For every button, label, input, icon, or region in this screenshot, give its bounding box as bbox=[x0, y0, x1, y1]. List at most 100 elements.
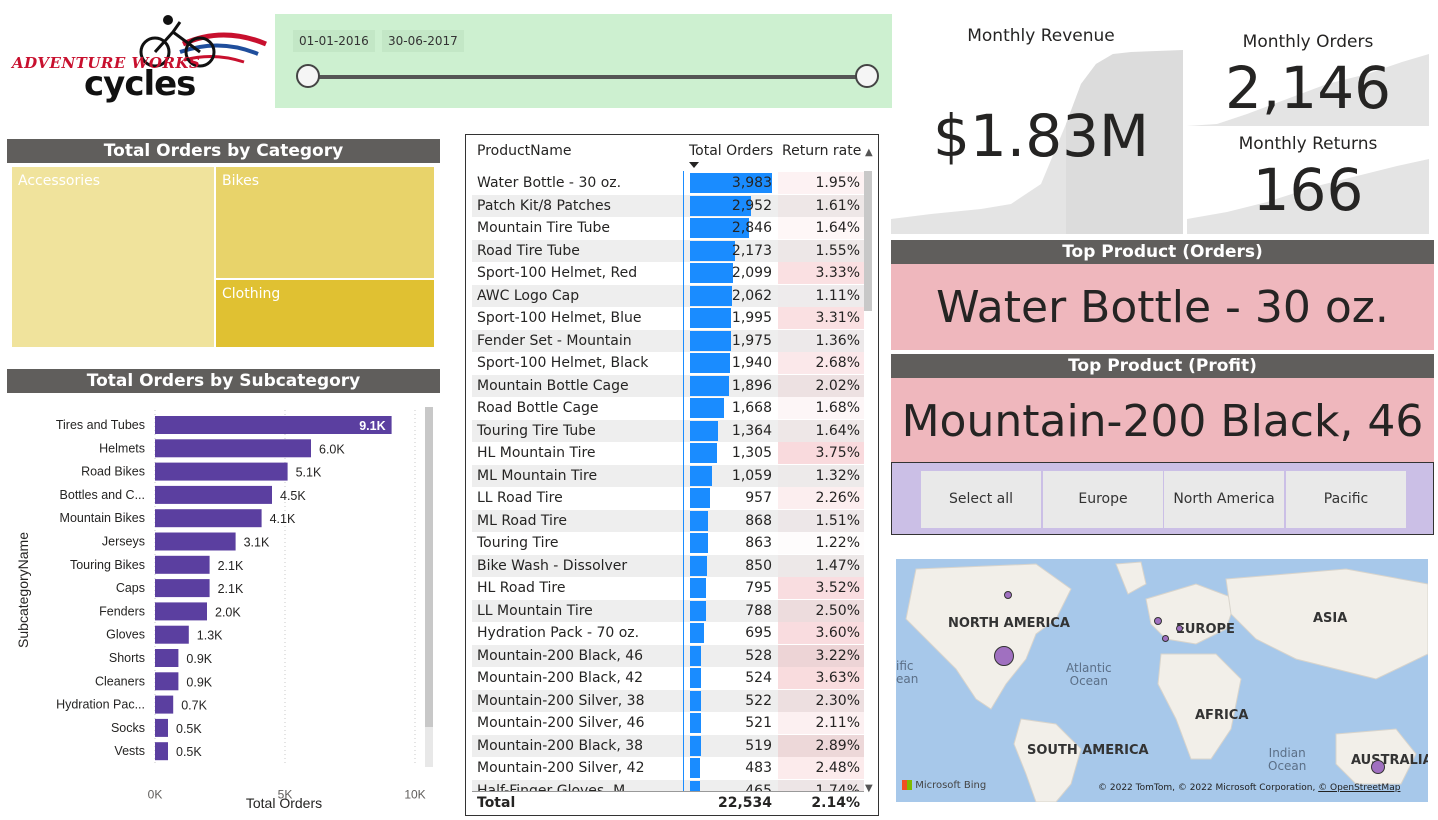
product-name-cell: Bike Wash - Dissolver bbox=[477, 557, 628, 574]
column-header-return-rate[interactable]: Return rate bbox=[782, 143, 862, 159]
subcategory-bar[interactable] bbox=[155, 485, 272, 504]
table-row[interactable]: Sport-100 Helmet, Blue 1,995 3.31% bbox=[472, 307, 864, 330]
region-button-pacific[interactable]: Pacific bbox=[1286, 471, 1406, 528]
table-row[interactable]: Sport-100 Helmet, Black 1,940 2.68% bbox=[472, 352, 864, 375]
column-header-total-orders[interactable]: Total Orders bbox=[689, 143, 774, 159]
orders-cell: 3,983 bbox=[731, 175, 772, 191]
openstreetmap-link[interactable]: © OpenStreetMap bbox=[1318, 783, 1401, 793]
bar-data-label: 0.5K bbox=[176, 745, 202, 759]
orders-databar bbox=[690, 780, 700, 801]
bar-data-label: 0.7K bbox=[181, 699, 207, 713]
start-date-input[interactable]: 01-01-2016 bbox=[293, 30, 375, 52]
table-row[interactable]: LL Mountain Tire 788 2.50% bbox=[472, 599, 864, 622]
map-bubble-canada[interactable] bbox=[1004, 591, 1012, 599]
table-row[interactable]: Touring Tire Tube 1,364 1.64% bbox=[472, 419, 864, 442]
table-row[interactable]: Mountain-200 Silver, 46 521 2.11% bbox=[472, 712, 864, 735]
table-row[interactable]: Mountain-200 Black, 42 524 3.63% bbox=[472, 667, 864, 690]
category-label: Cleaners bbox=[95, 674, 145, 688]
subcategory-bar[interactable] bbox=[155, 742, 168, 761]
return-rate-cell: 1.61% bbox=[778, 194, 864, 217]
table-row[interactable]: Fender Set - Mountain 1,975 1.36% bbox=[472, 329, 864, 352]
map-bubble-usa[interactable] bbox=[994, 646, 1014, 666]
map-bubble-uk[interactable] bbox=[1154, 617, 1162, 625]
return-rate-cell: 1.55% bbox=[778, 239, 864, 262]
table-row[interactable]: Sport-100 Helmet, Red 2,099 3.33% bbox=[472, 262, 864, 285]
table-row[interactable]: ML Mountain Tire 1,059 1.32% bbox=[472, 464, 864, 487]
bing-text: Microsoft Bing bbox=[915, 780, 987, 791]
product-name-cell: Touring Tire bbox=[477, 535, 559, 551]
orders-cell: 1,668 bbox=[731, 400, 772, 416]
table-row[interactable]: Road Bottle Cage 1,668 1.68% bbox=[472, 397, 864, 420]
orders-value: 2,146 bbox=[1224, 54, 1392, 122]
table-row[interactable]: Touring Tire 863 1.22% bbox=[472, 532, 864, 555]
map-bubble-australia[interactable] bbox=[1371, 760, 1385, 774]
region-button-europe[interactable]: Europe bbox=[1043, 471, 1163, 528]
table-row[interactable]: Hydration Pack - 70 oz. 695 3.60% bbox=[472, 622, 864, 645]
date-slider-end-handle[interactable] bbox=[855, 64, 879, 88]
orders-databar bbox=[690, 713, 701, 733]
table-row[interactable]: ML Road Tire 868 1.51% bbox=[472, 509, 864, 532]
column-header-productname[interactable]: ProductName bbox=[477, 143, 572, 159]
date-slider-start-handle[interactable] bbox=[296, 64, 320, 88]
subcategory-bar[interactable] bbox=[155, 439, 311, 458]
orders-cell: 957 bbox=[745, 490, 772, 506]
subcategory-bar[interactable] bbox=[155, 579, 210, 598]
table-row[interactable]: Water Bottle - 30 oz. 3,983 1.95% bbox=[472, 172, 864, 195]
kpi-revenue-card: Monthly Revenue $1.83M bbox=[891, 14, 1183, 234]
subcategory-bar[interactable] bbox=[155, 625, 189, 644]
table-row[interactable]: LL Road Tire 957 2.26% bbox=[472, 487, 864, 510]
world-land-shapes bbox=[905, 561, 1428, 802]
table-row[interactable]: Mountain-200 Black, 46 528 3.22% bbox=[472, 644, 864, 667]
category-label: Shorts bbox=[109, 651, 145, 665]
subcategory-bar[interactable] bbox=[155, 555, 210, 574]
table-row[interactable]: Patch Kit/8 Patches 2,952 1.61% bbox=[472, 194, 864, 217]
product-name-cell: HL Road Tire bbox=[477, 580, 566, 596]
subcategory-bar[interactable] bbox=[155, 718, 168, 737]
table-row[interactable]: HL Mountain Tire 1,305 3.75% bbox=[472, 442, 864, 465]
map-label-indian-ocean: Indian Ocean bbox=[1268, 746, 1307, 773]
product-table: ProductName Total Orders Return rate ▲ W… bbox=[465, 134, 879, 816]
subcategory-bar[interactable] bbox=[155, 695, 174, 714]
table-row[interactable]: Bike Wash - Dissolver 850 1.47% bbox=[472, 554, 864, 577]
subcategory-bar[interactable] bbox=[155, 462, 288, 481]
treemap-tile-accessories[interactable]: Accessories bbox=[12, 167, 214, 347]
map-bubble-germany[interactable] bbox=[1176, 625, 1183, 632]
subcategory-bar[interactable] bbox=[155, 672, 179, 691]
scroll-up-icon[interactable]: ▲ bbox=[865, 147, 873, 158]
table-row[interactable]: AWC Logo Cap 2,062 1.11% bbox=[472, 284, 864, 307]
bar-data-label: 5.1K bbox=[296, 466, 322, 480]
map-bubble-france[interactable] bbox=[1162, 635, 1169, 642]
date-slider-track[interactable] bbox=[307, 75, 867, 79]
table-row[interactable]: Mountain Tire Tube 2,846 1.64% bbox=[472, 217, 864, 240]
region-button-select-all[interactable]: Select all bbox=[921, 471, 1041, 528]
orders-databar bbox=[690, 600, 707, 621]
table-row[interactable]: HL Road Tire 795 3.52% bbox=[472, 577, 864, 600]
return-rate-cell: 2.11% bbox=[778, 712, 864, 734]
table-row[interactable]: Mountain-200 Black, 38 519 2.89% bbox=[472, 734, 864, 757]
subcategory-bar[interactable] bbox=[155, 649, 179, 667]
subcategory-bar[interactable] bbox=[155, 532, 236, 551]
region-button-north-america[interactable]: North America bbox=[1164, 471, 1284, 528]
table-row[interactable]: Mountain-200 Silver, 42 483 2.48% bbox=[472, 757, 864, 780]
end-date-input[interactable]: 30-06-2017 bbox=[382, 30, 464, 52]
orders-databar bbox=[690, 263, 734, 283]
product-name-cell: LL Road Tire bbox=[477, 490, 563, 506]
bar-data-label: 6.0K bbox=[319, 442, 345, 456]
treemap-tile-clothing[interactable]: Clothing bbox=[216, 280, 434, 347]
table-row[interactable]: Road Tire Tube 2,173 1.55% bbox=[472, 239, 864, 262]
orders-map[interactable]: NORTH AMERICA EUROPE ASIA AFRICA SOUTH A… bbox=[896, 559, 1428, 802]
scroll-down-icon[interactable]: ▼ bbox=[865, 783, 873, 794]
subcategory-bar[interactable] bbox=[155, 416, 392, 434]
top-product-orders-card: Water Bottle - 30 oz. bbox=[891, 264, 1434, 350]
treemap-tile-bikes[interactable]: Bikes bbox=[216, 167, 434, 278]
subcategory-bar[interactable] bbox=[155, 509, 262, 528]
top-product-orders-title: Top Product (Orders) bbox=[891, 240, 1434, 264]
table-row[interactable]: Mountain-200 Silver, 38 522 2.30% bbox=[472, 689, 864, 712]
subcategory-bar[interactable] bbox=[155, 602, 207, 621]
adventure-works-logo: ADVENTURE WORKS cycles bbox=[8, 14, 270, 110]
orders-cell: 1,896 bbox=[731, 377, 772, 394]
table-scrollbar[interactable] bbox=[864, 171, 872, 311]
table-row[interactable]: Mountain Bottle Cage 1,896 2.02% bbox=[472, 374, 864, 397]
chart-scrollbar-thumb[interactable] bbox=[425, 407, 433, 727]
orders-databar bbox=[690, 533, 708, 553]
